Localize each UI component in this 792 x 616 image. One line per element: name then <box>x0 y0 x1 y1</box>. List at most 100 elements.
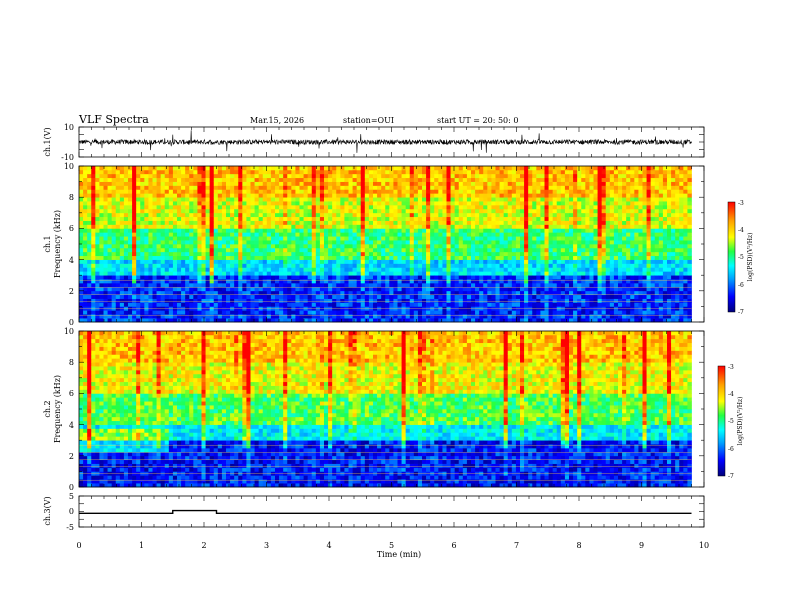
spectrogram-cell <box>536 267 540 271</box>
spectrogram-cell <box>308 178 312 182</box>
spectrogram-cell <box>524 303 528 307</box>
spectrogram-cell <box>532 166 536 170</box>
spectrogram-cell <box>459 232 463 236</box>
spectrogram-cell <box>438 201 442 205</box>
spectrogram-cell <box>487 291 491 295</box>
spectrogram-cell <box>430 279 434 283</box>
spectrogram-cell <box>112 299 116 303</box>
spectrogram-cell <box>508 275 512 279</box>
spectrogram-cell <box>455 310 459 314</box>
spectrogram-cell <box>218 205 222 209</box>
spectrogram-cell <box>308 182 312 186</box>
spectrogram-cell <box>369 228 373 232</box>
spectrogram-cell <box>136 256 140 260</box>
spectrogram-cell <box>287 205 291 209</box>
spectrogram-cell <box>504 275 508 279</box>
spectrogram-cell <box>467 197 471 201</box>
spectrogram-cell <box>447 236 451 240</box>
spectrogram-cell <box>540 240 544 244</box>
spectrogram-cell <box>291 291 295 295</box>
spectrogram-cell <box>398 310 402 314</box>
spectrogram-cell <box>140 279 144 283</box>
spectrogram-cell <box>406 256 410 260</box>
spectrogram-cell <box>161 299 165 303</box>
spectrogram-cell <box>116 260 120 264</box>
spectrogram-cell <box>512 252 516 256</box>
spectrogram-cell <box>373 314 377 318</box>
spectrogram-cell <box>193 205 197 209</box>
spectrogram-cell <box>287 221 291 225</box>
spectrogram-cell <box>471 291 475 295</box>
spectrogram-cell <box>112 182 116 186</box>
spectrogram-cell <box>263 201 267 205</box>
spectrogram-cell <box>165 174 169 178</box>
spectrogram-cell <box>99 225 103 229</box>
spectrogram-cell <box>455 275 459 279</box>
spectrogram-cell <box>173 236 177 240</box>
spectrogram-cell <box>291 182 295 186</box>
spectrogram-cell <box>385 295 389 299</box>
spectrogram-cell <box>287 244 291 248</box>
spectrogram-cell <box>328 240 332 244</box>
spectrogram-cell <box>324 248 328 252</box>
spectrogram-cell <box>406 209 410 213</box>
spectrogram-cell <box>487 295 491 299</box>
spectrogram-cell <box>422 193 426 197</box>
spectrogram-cell <box>165 193 169 197</box>
spectrogram-cell <box>124 213 128 217</box>
spectrogram-cell <box>426 166 430 170</box>
spectrogram-cell <box>487 314 491 318</box>
spectrogram-cell <box>120 170 124 174</box>
spectrogram-cell <box>438 221 442 225</box>
spectrogram-cell <box>222 248 226 252</box>
spectrogram-cell <box>157 267 161 271</box>
spectrogram-cell <box>324 244 328 248</box>
spectrogram-cell <box>406 303 410 307</box>
spectrogram-cell <box>148 275 152 279</box>
spectrogram-cell <box>361 256 365 260</box>
spectrogram-cell <box>438 182 442 186</box>
spectrogram-cell <box>353 271 357 275</box>
spectrogram-cell <box>291 205 295 209</box>
spectrogram-cell <box>144 221 148 225</box>
spectrogram-cell <box>259 314 263 318</box>
spectrogram-cell <box>116 310 120 314</box>
spectrogram-cell <box>120 205 124 209</box>
spectrogram-cell <box>393 221 397 225</box>
spectrogram-cell <box>426 197 430 201</box>
spectrogram-cell <box>165 260 169 264</box>
spectrogram-cell <box>99 275 103 279</box>
spectrogram-cell <box>479 186 483 190</box>
spectrogram-cell <box>304 217 308 221</box>
spectrogram-cell <box>128 217 132 221</box>
spectrogram-cell <box>275 174 279 178</box>
spectrogram-cell <box>430 166 434 170</box>
spectrogram-cell <box>410 182 414 186</box>
spectrogram-cell <box>116 193 120 197</box>
spectrogram-cell <box>414 252 418 256</box>
spectrogram-cell <box>426 271 430 275</box>
spectrogram-cell <box>459 252 463 256</box>
spectrogram-cell <box>398 248 402 252</box>
spectrogram-cell <box>222 228 226 232</box>
spectrogram-cell <box>344 205 348 209</box>
spectrogram-cell <box>332 236 336 240</box>
spectrogram-cell <box>300 299 304 303</box>
spectrogram-cell <box>144 310 148 314</box>
spectrogram-cell <box>553 189 557 193</box>
spectrogram-cell <box>267 291 271 295</box>
spectrogram-cell <box>165 205 169 209</box>
spectrogram-cell <box>324 291 328 295</box>
spectrogram-cell <box>536 170 540 174</box>
spectrogram-cell <box>536 314 540 318</box>
spectrogram-cell <box>267 299 271 303</box>
spectrogram-cell <box>308 256 312 260</box>
spectrogram-cell <box>214 213 218 217</box>
spectrogram-cell <box>193 166 197 170</box>
spectrogram-cell <box>349 225 353 229</box>
spectrogram-cell <box>153 291 157 295</box>
spectrogram-cell <box>475 256 479 260</box>
spectrogram-cell <box>520 248 524 252</box>
spectrogram-cell <box>381 279 385 283</box>
spectrogram-cell <box>504 310 508 314</box>
